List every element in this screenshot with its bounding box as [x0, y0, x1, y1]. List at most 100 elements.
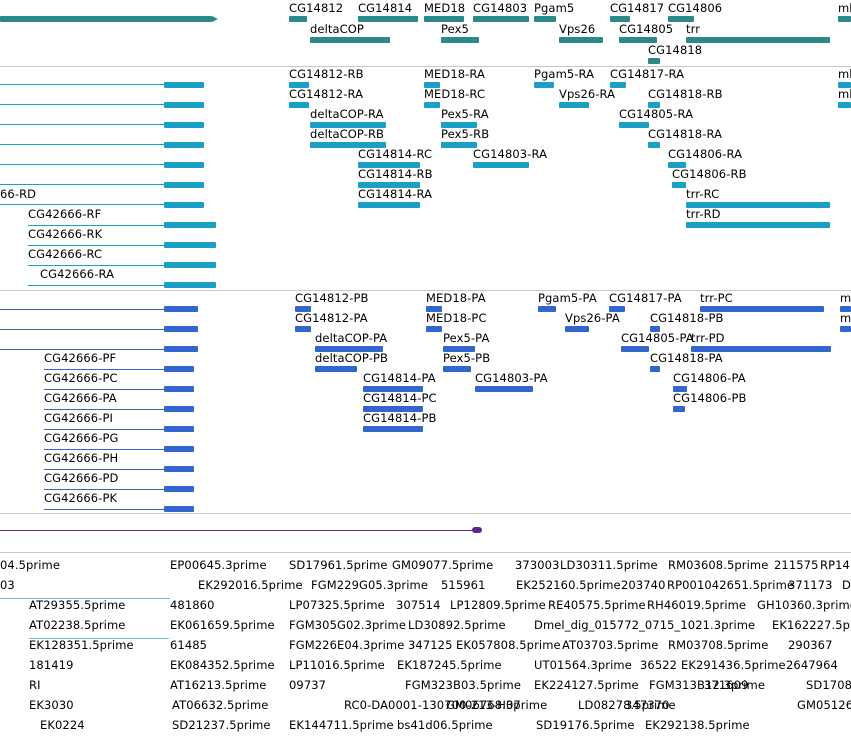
- transcript-exon[interactable]: [310, 142, 386, 148]
- transcript-label[interactable]: CG42666-PK: [44, 491, 118, 505]
- est-label[interactable]: 307514: [396, 598, 441, 612]
- est-label[interactable]: RM03608.5prime: [668, 558, 769, 572]
- transcript-label[interactable]: CG14812-RB: [289, 67, 364, 81]
- est-label[interactable]: 373003: [515, 558, 560, 572]
- transcript-label[interactable]: CG14803-RA: [473, 147, 548, 161]
- est-label[interactable]: Dmel_dig_015772_0715_1021.3prime: [534, 618, 756, 632]
- est-label[interactable]: FGM226E04.3prime: [289, 638, 405, 652]
- transcript-exon[interactable]: [164, 182, 204, 188]
- gene-label[interactable]: CG14818: [648, 43, 703, 57]
- est-label[interactable]: EK0224: [40, 718, 85, 732]
- est-label[interactable]: SD19176.5prime: [536, 718, 635, 732]
- transcript-label[interactable]: m: [840, 311, 851, 325]
- gene-feature[interactable]: [619, 37, 657, 43]
- transcript-label[interactable]: deltaCOP-PB: [315, 351, 388, 365]
- est-label[interactable]: 481860: [170, 598, 215, 612]
- transcript-exon[interactable]: [363, 406, 423, 412]
- transcript-label[interactable]: CG42666-PC: [44, 371, 118, 385]
- transcript-label[interactable]: CG42666-RC: [28, 247, 103, 261]
- transcript-label[interactable]: CG42666-PF: [44, 351, 117, 365]
- transcript-label[interactable]: CG14805-RA: [619, 107, 694, 121]
- transcript-label[interactable]: CG14817-RA: [610, 67, 685, 81]
- est-label[interactable]: EK162227.5p: [772, 618, 851, 632]
- est-label[interactable]: EK084352.5prime: [170, 658, 275, 672]
- gene-feature[interactable]: [838, 16, 851, 22]
- transcript-exon[interactable]: [358, 202, 420, 208]
- transcript-exon[interactable]: [164, 466, 194, 472]
- gene-feature[interactable]: [424, 16, 464, 22]
- transcript-label[interactable]: deltaCOP-RB: [310, 127, 385, 141]
- transcript-exon[interactable]: [559, 102, 589, 108]
- transcript-label[interactable]: CG14814-PA: [363, 371, 436, 385]
- est-label[interactable]: LP11016.5prime: [289, 658, 385, 672]
- transcript-label[interactable]: MED18-PC: [426, 311, 487, 325]
- est-label[interactable]: LD30892.5prime: [408, 618, 506, 632]
- transcript-label[interactable]: CG14814-PB: [363, 411, 437, 425]
- feature-line[interactable]: [0, 530, 476, 531]
- transcript-exon[interactable]: [443, 346, 475, 352]
- est-label[interactable]: 371173: [788, 578, 833, 592]
- transcript-exon[interactable]: [164, 262, 216, 268]
- transcript-label[interactable]: CG14818-RA: [648, 127, 723, 141]
- transcript-label[interactable]: CG14818-RB: [648, 87, 723, 101]
- est-label[interactable]: RI: [29, 678, 41, 692]
- est-label[interactable]: EK057808.5prime: [456, 638, 561, 652]
- transcript-exon[interactable]: [164, 406, 194, 412]
- est-label[interactable]: EK224127.5prime: [534, 678, 639, 692]
- est-label[interactable]: 347125: [408, 638, 453, 652]
- gene-feature[interactable]: [648, 58, 660, 64]
- transcript-exon[interactable]: [289, 102, 309, 108]
- transcript-label[interactable]: MED18-RC: [424, 87, 486, 101]
- gene-feature[interactable]: [310, 37, 390, 43]
- transcript-exon[interactable]: [310, 122, 386, 128]
- transcript-exon[interactable]: [164, 122, 204, 128]
- transcript-exon[interactable]: [358, 162, 420, 168]
- transcript-exon[interactable]: [700, 306, 824, 312]
- transcript-exon[interactable]: [164, 366, 194, 372]
- est-label[interactable]: GM06768.3prime: [446, 698, 548, 712]
- est-label[interactable]: 04.5prime: [0, 558, 61, 572]
- transcript-exon[interactable]: [164, 142, 204, 148]
- est-label[interactable]: RM03708.5prime: [668, 638, 769, 652]
- transcript-label[interactable]: Pex5-PB: [443, 351, 491, 365]
- est-label[interactable]: EK292138.5prime: [645, 718, 750, 732]
- gene-label[interactable]: ml: [838, 1, 851, 15]
- gene-label[interactable]: MED18: [424, 1, 466, 15]
- transcript-exon[interactable]: [164, 386, 194, 392]
- est-label[interactable]: EK187245.5prime: [397, 658, 502, 672]
- transcript-exon[interactable]: [538, 306, 556, 312]
- est-label[interactable]: 61485: [170, 638, 208, 652]
- transcript-exon[interactable]: [621, 346, 649, 352]
- transcript-exon[interactable]: [358, 182, 420, 188]
- transcript-label[interactable]: trr-PC: [700, 291, 733, 305]
- transcript-exon[interactable]: [164, 426, 194, 432]
- gene-feature[interactable]: [668, 16, 694, 22]
- est-label[interactable]: EP00645.3prime: [170, 558, 267, 572]
- transcript-label[interactable]: CG14803-PA: [475, 371, 548, 385]
- transcript-label[interactable]: CG14818-PB: [650, 311, 724, 325]
- gene-label[interactable]: Pex5: [441, 22, 469, 36]
- est-label[interactable]: EK3030: [29, 698, 74, 712]
- gene-label[interactable]: Pgam5: [534, 1, 575, 15]
- transcript-exon[interactable]: [295, 326, 311, 332]
- transcript-exon[interactable]: [619, 122, 649, 128]
- transcript-label[interactable]: Pgam5-RA: [534, 67, 595, 81]
- est-label[interactable]: RP001042651.5prime: [667, 578, 795, 592]
- transcript-label[interactable]: Pex5-PA: [443, 331, 490, 345]
- gene-label[interactable]: CG14803: [473, 1, 528, 15]
- est-label[interactable]: 181419: [29, 658, 74, 672]
- transcript-label[interactable]: CG14812-PB: [295, 291, 369, 305]
- est-label[interactable]: AT03703.5prime: [562, 638, 659, 652]
- gene-label[interactable]: trr: [686, 22, 701, 36]
- transcript-exon[interactable]: [650, 326, 660, 332]
- transcript-exon[interactable]: [840, 306, 851, 312]
- transcript-exon[interactable]: [473, 162, 529, 168]
- transcript-exon[interactable]: [441, 122, 477, 128]
- transcript-label[interactable]: trr-RC: [686, 187, 720, 201]
- gene-label[interactable]: deltaCOP: [310, 22, 364, 36]
- transcript-exon[interactable]: [668, 162, 686, 168]
- transcript-exon[interactable]: [648, 142, 660, 148]
- transcript-label[interactable]: Vps26-PA: [565, 311, 620, 325]
- transcript-exon[interactable]: [441, 142, 477, 148]
- transcript-label[interactable]: CG14806-RA: [668, 147, 743, 161]
